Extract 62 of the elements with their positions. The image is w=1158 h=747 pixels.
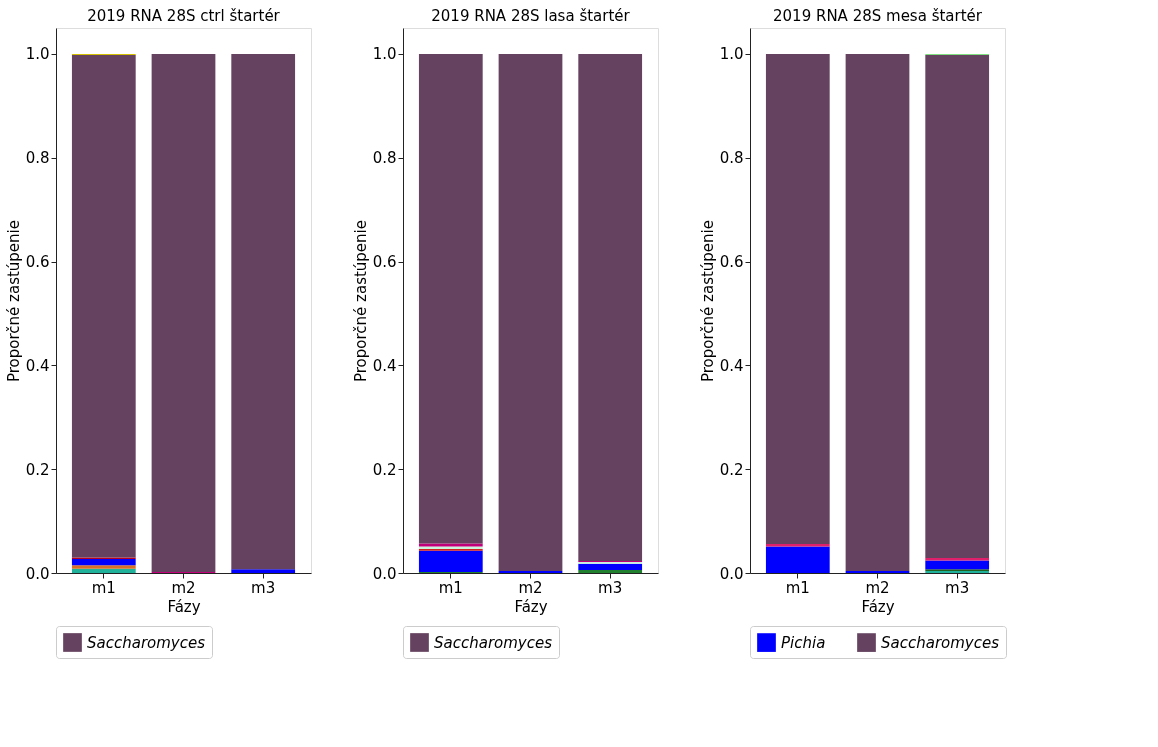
bar: [765, 546, 830, 573]
legend-label: Saccharomyces: [434, 633, 553, 652]
chart-title: 2019 RNA 28S ctrl štartér: [87, 7, 281, 25]
bar: [498, 570, 563, 573]
y-tick-label: 0.0: [719, 564, 744, 583]
y-tick-label: 1.0: [372, 45, 397, 64]
y-tick-label: 0.0: [372, 564, 397, 583]
bar: [925, 54, 990, 558]
bar: [231, 53, 296, 570]
y-tick-label: 0.4: [372, 356, 397, 375]
y-tick-label: 0.8: [719, 149, 744, 168]
chart-title: 2019 RNA 28S lasa štartér: [431, 7, 631, 25]
y-axis-title: Proporčné zastúpenie: [4, 219, 23, 383]
y-tick-label: 0.4: [719, 356, 744, 375]
x-tick-label: m2: [518, 578, 543, 597]
bar: [71, 54, 136, 558]
bar: [578, 563, 643, 570]
bar: [231, 569, 296, 573]
y-axis-title: Proporčné zastúpenie: [351, 219, 370, 383]
bar: [925, 560, 990, 570]
bar: [418, 53, 483, 544]
bar: [498, 53, 563, 571]
legend-label: Saccharomyces: [87, 633, 206, 652]
bar: [151, 53, 216, 572]
y-tick-label: 0.4: [25, 356, 50, 375]
x-tick-label: m2: [171, 578, 196, 597]
bar: [71, 558, 136, 566]
legend-label: Pichia: [781, 633, 826, 652]
y-tick-label: 1.0: [719, 45, 744, 64]
bar: [765, 53, 830, 544]
bar: [578, 53, 643, 562]
x-axis-title: Fázy: [167, 597, 201, 616]
x-tick-label: m3: [251, 578, 276, 597]
bar: [71, 565, 136, 569]
bar: [578, 569, 643, 573]
y-tick-label: 0.6: [719, 253, 744, 272]
x-axis-title: Fázy: [861, 597, 895, 616]
y-tick-label: 0.2: [25, 460, 50, 479]
bar: [765, 543, 830, 547]
x-tick-label: m3: [945, 578, 970, 597]
x-tick-label: m1: [785, 578, 810, 597]
x-tick-label: m3: [598, 578, 623, 597]
bar: [925, 557, 990, 561]
y-tick-label: 0.8: [25, 149, 50, 168]
bar: [845, 570, 910, 573]
y-tick-label: 0.2: [719, 460, 744, 479]
bar: [71, 568, 136, 573]
x-tick-label: m2: [865, 578, 890, 597]
y-tick-label: 0.2: [372, 460, 397, 479]
y-tick-label: 0.6: [372, 253, 397, 272]
bar: [418, 550, 483, 572]
y-tick-label: 1.0: [25, 45, 50, 64]
y-tick-label: 0.8: [372, 149, 397, 168]
chart-title: 2019 RNA 28S mesa štartér: [773, 7, 983, 25]
x-axis-title: Fázy: [514, 597, 548, 616]
legend-label: Saccharomyces: [881, 633, 1000, 652]
x-tick-label: m1: [438, 578, 463, 597]
y-tick-label: 0.6: [25, 253, 50, 272]
bar: [845, 53, 910, 571]
x-tick-label: m1: [91, 578, 116, 597]
y-axis-title: Proporčné zastúpenie: [698, 219, 717, 383]
y-tick-label: 0.0: [25, 564, 50, 583]
